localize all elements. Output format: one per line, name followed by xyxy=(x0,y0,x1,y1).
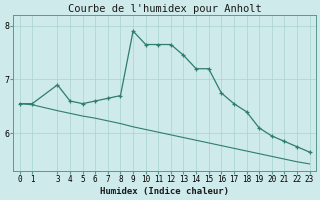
X-axis label: Humidex (Indice chaleur): Humidex (Indice chaleur) xyxy=(100,187,229,196)
Title: Courbe de l'humidex pour Anholt: Courbe de l'humidex pour Anholt xyxy=(68,4,261,14)
